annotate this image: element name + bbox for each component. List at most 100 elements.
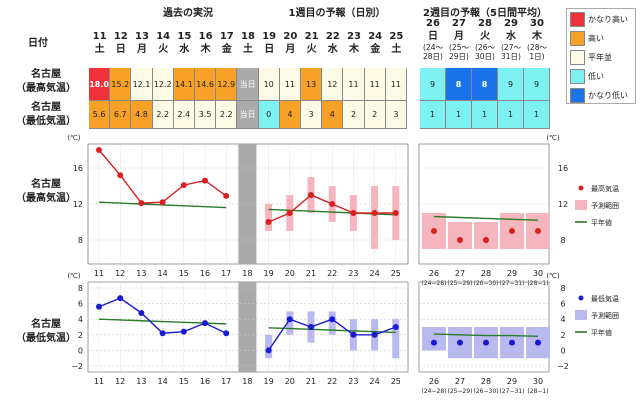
x-tick-label: 20 [285,269,295,278]
week2-header: 29 水 (27〜 31日) [501,18,521,61]
x-tick-label: 12 [115,269,125,278]
week2-header: 26 日 (24〜 28日) [423,18,443,61]
temp-point [265,347,272,354]
day-header: 12 日 [113,31,128,55]
temp-point-week2 [535,228,541,234]
y-tick-label-right: 4 [560,315,565,324]
min-chart-label-city: 名古屋 [31,319,61,330]
max-temp-cell: 15.2 [110,68,132,101]
min-temp-cell: 2 [343,101,365,129]
x-tick-label-week2: 29 [507,377,517,386]
temp-point [138,200,145,207]
week2-header: 27 月 (25〜 29日) [449,18,469,61]
temp-point [392,324,399,330]
x-tick-label-week2: 26 [429,377,439,386]
unit-label: (℃) [67,134,81,142]
x-tick-label: 12 [115,377,125,386]
max-temp-cell: 12.2 [152,68,174,101]
legend-label-temp: 最高気温 [591,184,619,193]
min-row-label-city: 名古屋 [31,102,61,113]
max-temp-cell: 11 [364,68,386,101]
y-tick-label: 0 [78,346,83,355]
min-temp-cell: 5.6 [89,101,111,129]
x-tick-sublabel-week2: (28−1) [527,388,548,395]
min-temp-cell: 4 [279,101,301,129]
temp-point [202,320,208,327]
x-tick-sublabel-week2: (28−1) [527,280,548,287]
temp-point-week2 [483,237,489,243]
range-bar [371,186,379,249]
date-label: 日付 [28,38,48,49]
day-header: 25 土 [389,31,404,55]
temp-point [265,219,272,225]
x-tick-label: 19 [264,269,274,278]
range-bar [392,319,400,359]
temp-point-week2 [457,339,463,346]
y-tick-label: 12 [73,200,83,209]
min-temp-cell: 3 [301,101,323,129]
day-header: 16 木 [198,31,213,55]
x-tick-label: 22 [327,377,337,386]
min-week2-cell: 1 [420,101,446,129]
x-tick-label-week2: 30 [533,269,543,278]
x-tick-label: 22 [327,269,337,278]
min-week2-cell: 1 [472,101,498,129]
max-row-label: 名古屋 （最高気温） [10,68,82,96]
range-bar [328,311,336,335]
y-tick-label-right: 0 [560,346,565,355]
temp-point [202,177,208,184]
day-header: 11 土 [92,31,107,55]
day-header: 24 金 [368,31,383,55]
temp-point [286,316,293,323]
legend-much-low: かなり低い [570,88,628,103]
temp-point-week2 [457,237,463,243]
max-temp-cell: 14.6 [195,68,217,101]
week2-header: 30 木 (28〜 1日) [527,18,547,61]
category-legend: かなり高い 高い 平年並 低い かなり低い [566,8,636,104]
y-tick-label-right: 8 [560,236,565,245]
y-tick-label: 4 [78,315,83,324]
legend-marker-temp [578,185,584,191]
legend-high: 高い [570,31,604,46]
legend-label-range: 予測範囲 [591,311,619,320]
max-week2-cell: 8 [472,68,498,101]
temp-point-week2 [483,339,489,346]
temp-point [180,182,187,189]
temp-point [350,331,357,338]
section-week2: 2週目の予報（5日間平均） [423,8,547,19]
day-header: 13 月 [135,31,149,55]
day-header: 21 火 [304,31,319,55]
y-tick-label-right: 6 [560,300,565,309]
unit-label-right: (℃) [546,272,560,280]
x-tick-label: 24 [370,269,380,278]
max-week2-cell: 9 [498,68,524,101]
day-header: 18 土 [241,31,255,55]
max-week2-cell: 8 [446,68,472,101]
y-tick-label: 16 [73,164,83,173]
x-tick-sublabel-week2: (27−31) [500,280,525,287]
x-tick-label: 18 [242,377,252,386]
x-tick-label: 13 [136,269,146,278]
legend-marker-range [575,200,587,210]
range-bar-week2 [474,222,498,249]
temp-point [223,330,230,337]
temp-point [286,210,293,216]
min-temp-cell: 4 [322,101,344,129]
y-tick-label: 6 [78,300,83,309]
x-tick-label: 19 [264,377,274,386]
temp-point [308,192,314,198]
normal-line-forecast [268,327,396,334]
min-temp-cell: 2.2 [152,101,174,129]
y-tick-label-right: 16 [558,164,568,173]
range-bar-week2 [422,327,446,351]
range-bar-week2 [448,222,472,249]
normal-line-week2 [433,215,539,221]
max-temp-cell: 12.1 [131,68,153,101]
legend-marker-range [575,310,587,320]
x-tick-label: 25 [391,269,401,278]
x-tick-label-week2: 27 [455,377,465,386]
x-tick-sublabel-week2: (25−29) [448,388,473,395]
x-tick-label-week2: 26 [429,269,439,278]
day-header: 15 水 [177,31,192,55]
